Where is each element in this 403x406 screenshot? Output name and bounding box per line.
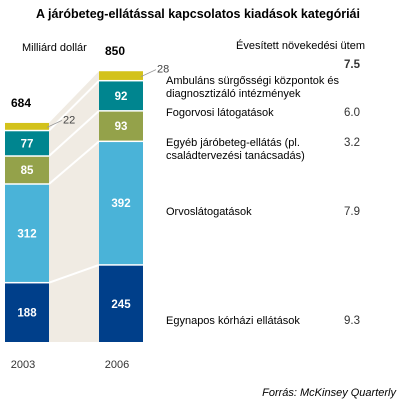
segment-value-label: 22 <box>63 114 75 126</box>
bar-total-label: 850 <box>105 44 125 58</box>
leader-line <box>140 69 157 77</box>
legend-label: Egynapos kórházi ellátások <box>166 315 300 327</box>
segment-value-label: 77 <box>21 138 34 150</box>
bar-segment <box>99 142 143 265</box>
bar-segment <box>99 265 143 342</box>
legend-label: Orvoslátogatások <box>166 206 252 218</box>
segment-value-label: 312 <box>17 228 36 240</box>
leader-line <box>46 119 63 128</box>
connector-line <box>48 110 100 157</box>
legend-label: Egyéb járóbeteg-ellátás (pl. családtervez… <box>166 137 305 162</box>
connector-band <box>49 71 99 342</box>
segment-value-label: 85 <box>21 165 34 177</box>
source-note: Forrás: McKinsey Quarterly <box>262 387 397 399</box>
bar-segment <box>99 111 143 141</box>
bar-connectors <box>48 71 100 342</box>
growth-rate-value: 9.3 <box>344 315 360 327</box>
growth-rate-value: 6.0 <box>344 107 360 119</box>
bar-segment <box>99 81 143 111</box>
segment-value-label: 28 <box>157 64 169 76</box>
bar-segment <box>99 71 143 80</box>
bar-segment <box>5 122 49 130</box>
bars <box>5 71 143 342</box>
growth-rate-value: 7.9 <box>344 206 360 218</box>
bar-segment <box>5 131 49 156</box>
connector-line <box>48 263 100 284</box>
chart-title: A járóbeteg-ellátással kapcsolatos kiadá… <box>36 7 360 21</box>
bar-segment <box>5 156 49 184</box>
growth-rate-value: 7.5 <box>344 59 361 71</box>
segment-value-label: 392 <box>111 198 130 210</box>
segment-value-label: 188 <box>17 308 37 320</box>
series-legend: Egynapos kórházi ellátások 9.3 Orvoslátoga… <box>166 59 361 327</box>
growth-header: Évesített növekedési ütem <box>236 39 365 52</box>
x-category-label: 2003 <box>11 359 35 371</box>
legend-label: Fogorvosi látogatások <box>166 107 274 119</box>
bar-total-label: 684 <box>11 96 31 110</box>
y-axis-unit-label: Milliárd dollár <box>22 42 87 54</box>
bar-segment <box>5 184 49 282</box>
connector-line <box>48 140 100 185</box>
segment-value-label: 93 <box>115 121 128 133</box>
x-category-label: 2006 <box>105 359 129 371</box>
segment-labels: 188 312 85 77 22 684 2003 245 392 93 92 28 850 2006 <box>11 44 169 371</box>
legend-label: Ambuláns sürgősségi központok és diagnosz… <box>166 75 340 100</box>
growth-rate-value: 3.2 <box>344 137 360 149</box>
segment-value-label: 92 <box>115 91 128 103</box>
bar-segment <box>5 283 49 342</box>
segment-value-label: 245 <box>111 299 131 311</box>
